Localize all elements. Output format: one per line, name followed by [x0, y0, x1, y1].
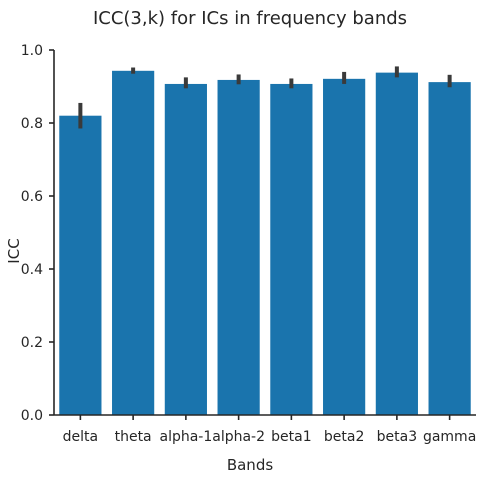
- y-tick-label-1: 0.2: [21, 335, 43, 351]
- y-tick-label-3: 0.6: [21, 189, 43, 205]
- bar-gamma: [428, 82, 471, 416]
- x-tick-label-delta: delta: [63, 429, 98, 445]
- x-tick-label-alpha-2: alpha-2: [212, 429, 265, 445]
- bar-delta: [59, 115, 102, 415]
- bars-group: [59, 70, 471, 416]
- bar-beta2: [323, 78, 366, 416]
- x-ticks-group: delta theta alpha-1 alpha-2 beta1 beta2 beta3 g…: [63, 415, 476, 445]
- x-tick-label-alpha-1: alpha-1: [159, 429, 212, 445]
- y-ticks-group: 0.0 0.2 0.4 0.6 0.8 1.0: [21, 43, 54, 424]
- bar-alpha-2: [217, 79, 260, 416]
- error-bars-group: [78, 66, 452, 129]
- y-tick-label-4: 0.8: [21, 116, 43, 132]
- x-tick-label-beta2: beta2: [324, 429, 364, 445]
- x-tick-label-gamma: gamma: [423, 429, 476, 445]
- chart-title: ICC(3,k) for ICs in frequency bands: [93, 8, 407, 29]
- y-tick-label-2: 0.4: [21, 262, 43, 278]
- x-tick-label-theta: theta: [115, 429, 152, 445]
- bar-theta: [112, 70, 155, 416]
- x-axis-label: Bands: [227, 456, 274, 474]
- bar-beta1: [270, 83, 313, 415]
- bar-beta3: [375, 72, 418, 415]
- y-axis-label: ICC: [5, 238, 23, 263]
- x-tick-label-beta1: beta1: [271, 429, 311, 445]
- bar-alpha-1: [164, 83, 207, 415]
- y-tick-label-0: 0.0: [21, 408, 43, 424]
- y-tick-label-5: 1.0: [21, 43, 43, 59]
- x-tick-label-beta3: beta3: [377, 429, 417, 445]
